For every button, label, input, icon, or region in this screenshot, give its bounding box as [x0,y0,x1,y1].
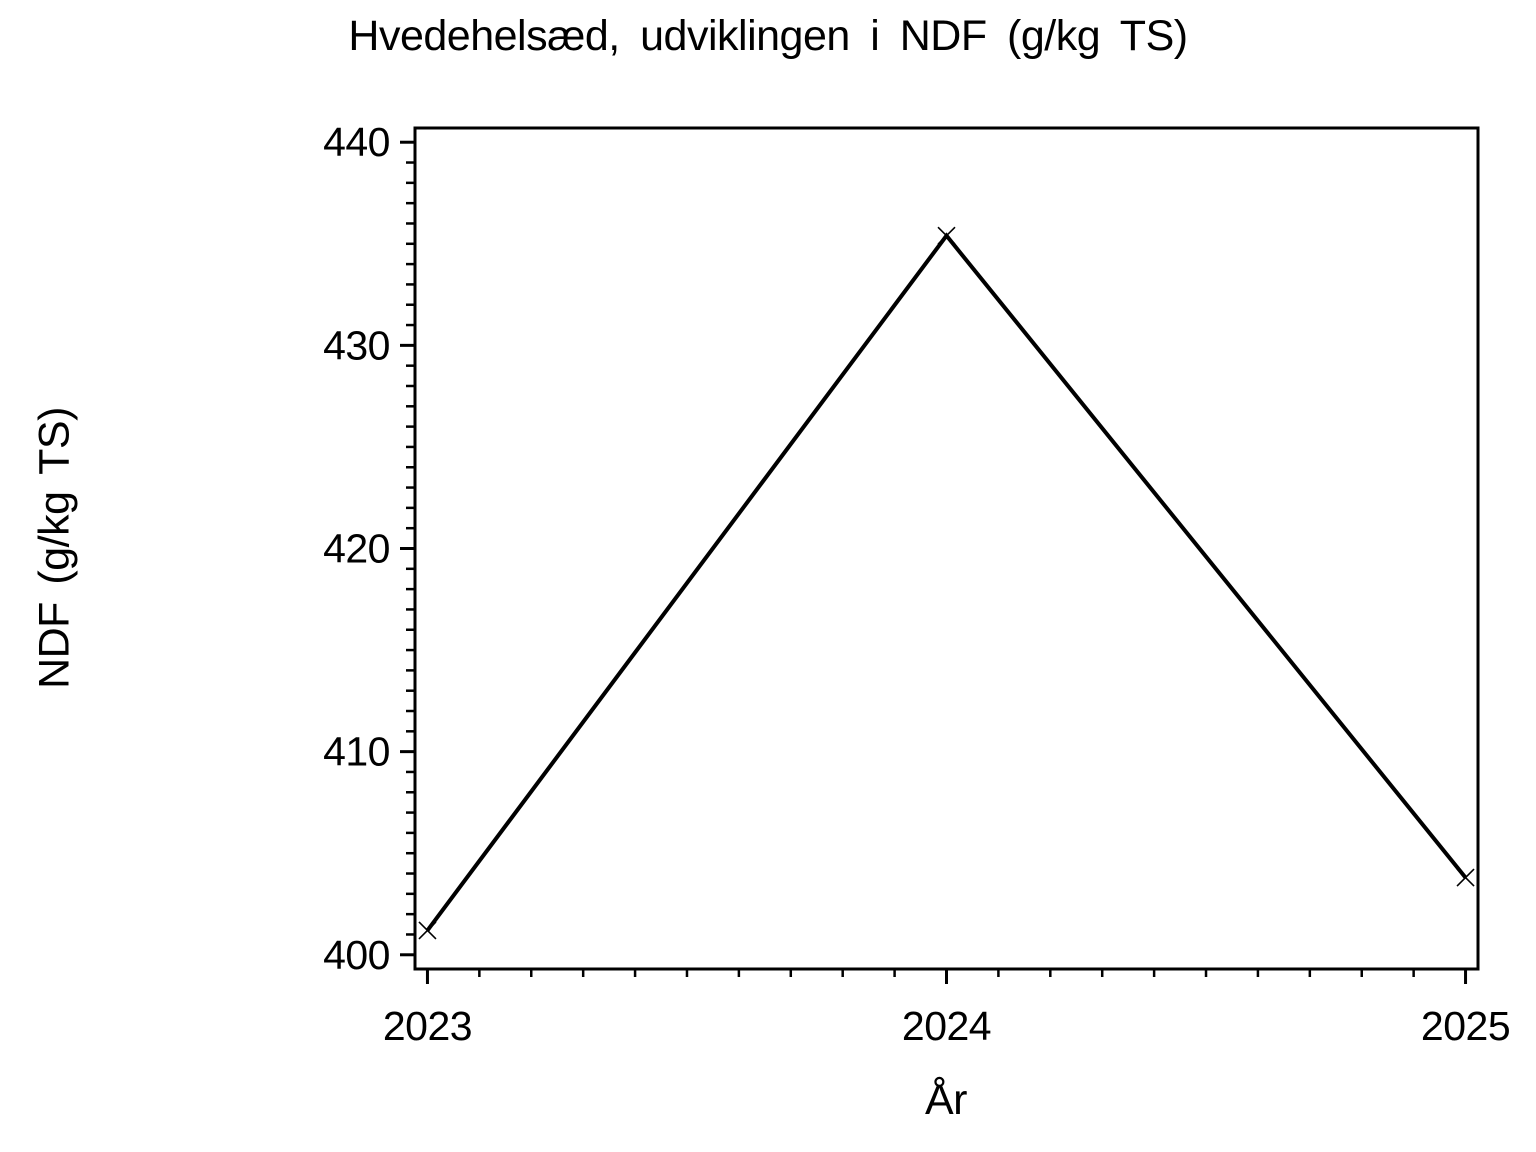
x-tick-label: 2025 [1421,1003,1510,1049]
x-tick-label: 2024 [902,1003,991,1049]
x-tick-label: 2023 [383,1003,472,1049]
data-point-marker-x [418,921,437,940]
data-series-line [425,232,1468,932]
x-axis-title: År [925,1076,968,1124]
y-tick-label: 420 [323,526,390,572]
y-tick-label: 440 [323,119,390,165]
data-point-marker-x [1456,868,1475,887]
chart-title: Hvedehelsæd, udviklingen i NDF (g/kg TS) [348,12,1188,60]
y-tick-label: 410 [323,729,390,775]
y-tick-label: 400 [323,932,390,978]
y-tick-label: 430 [323,322,390,368]
data-point-marker-x [937,226,956,245]
plot-frame [413,126,1480,971]
